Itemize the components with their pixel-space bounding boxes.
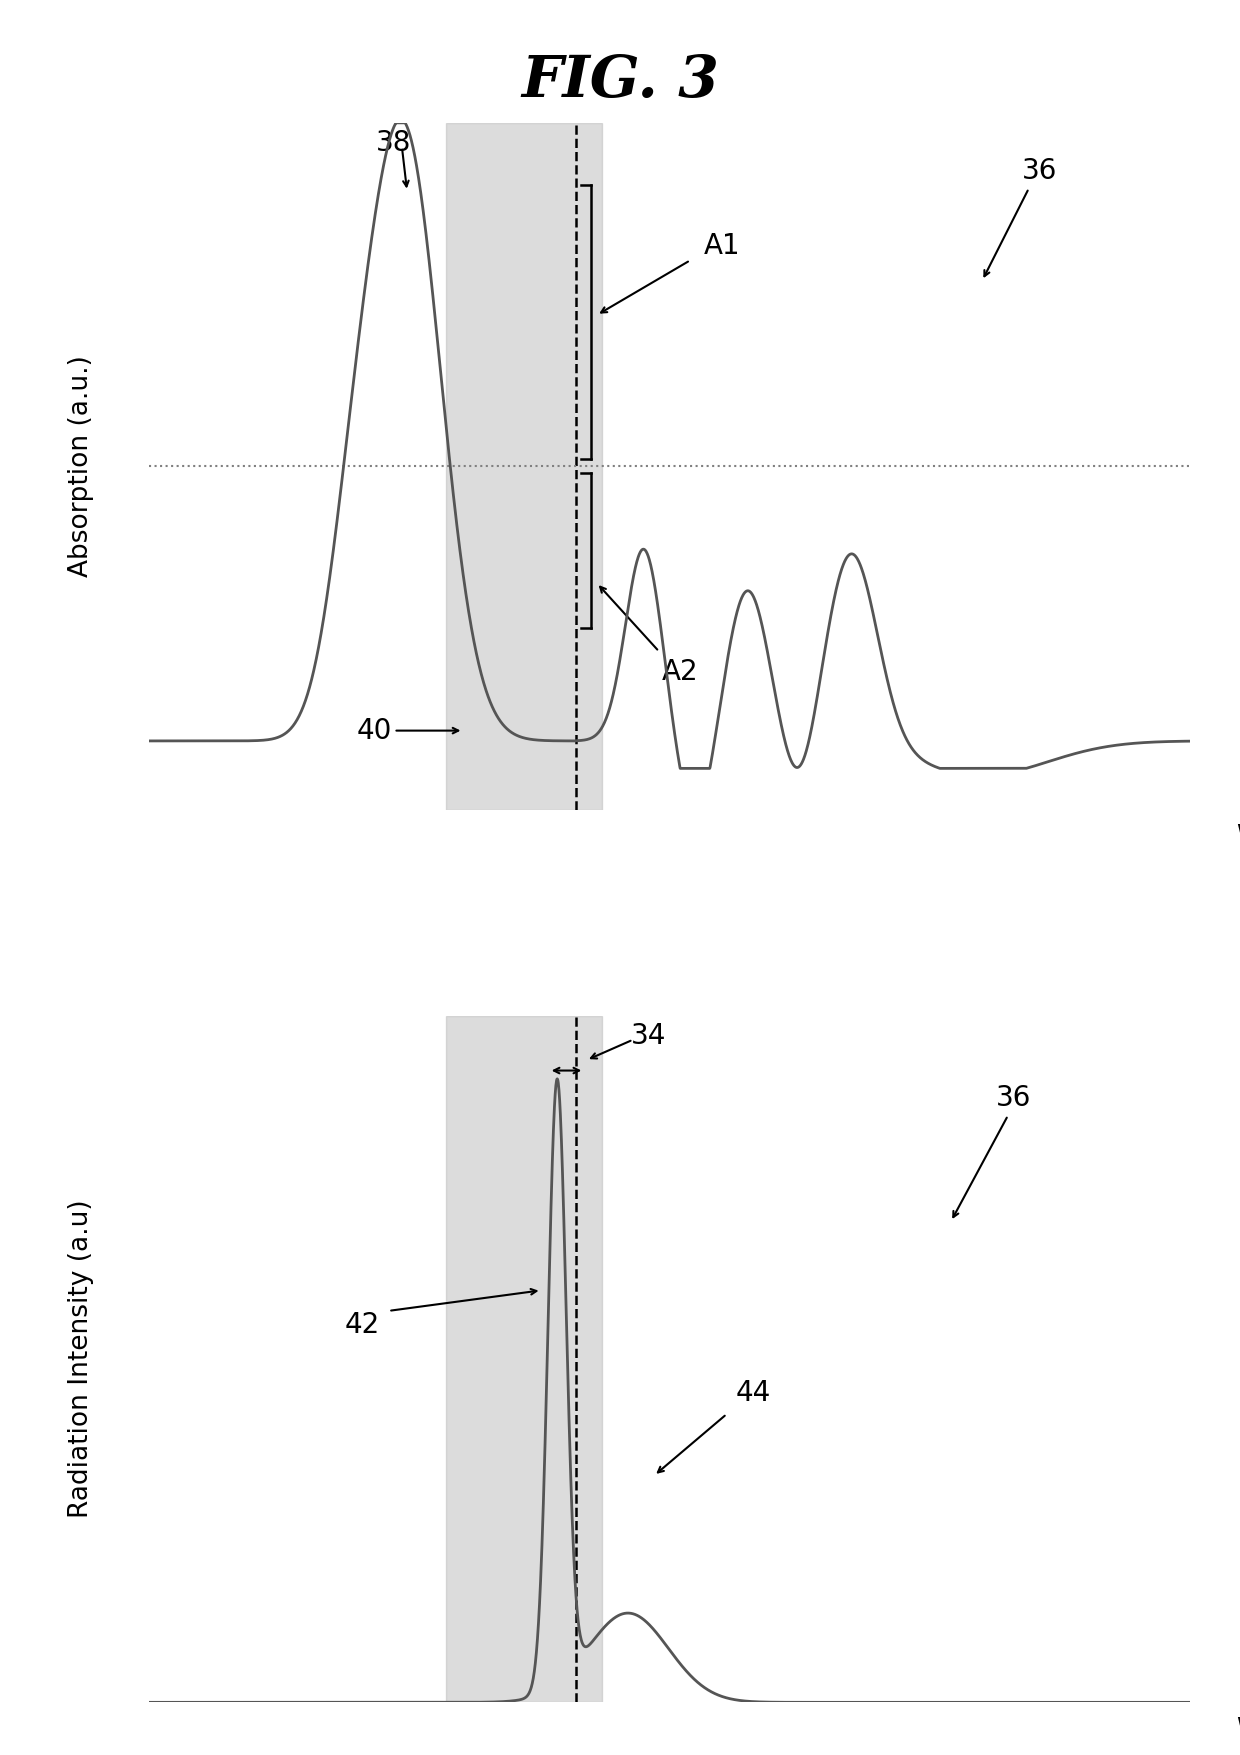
Text: 34: 34 — [631, 1021, 666, 1049]
Text: Wavelength (nm): Wavelength (nm) — [1238, 825, 1240, 849]
Text: 44: 44 — [735, 1379, 770, 1408]
Text: Wavelength (nm): Wavelength (nm) — [1238, 1716, 1240, 1743]
Text: 38: 38 — [376, 130, 412, 158]
Text: 42: 42 — [345, 1311, 379, 1339]
Text: Absorption (a.u.): Absorption (a.u.) — [68, 355, 94, 577]
Text: 36: 36 — [1022, 156, 1056, 184]
Text: A1: A1 — [703, 232, 740, 260]
Text: 40: 40 — [357, 716, 393, 744]
Text: 36: 36 — [996, 1085, 1030, 1113]
Text: Radiation Intensity (a.u): Radiation Intensity (a.u) — [68, 1200, 94, 1518]
Bar — [445, 123, 601, 809]
Text: A2: A2 — [662, 658, 698, 686]
Text: FIG. 3: FIG. 3 — [521, 53, 719, 109]
Bar — [445, 1016, 601, 1702]
